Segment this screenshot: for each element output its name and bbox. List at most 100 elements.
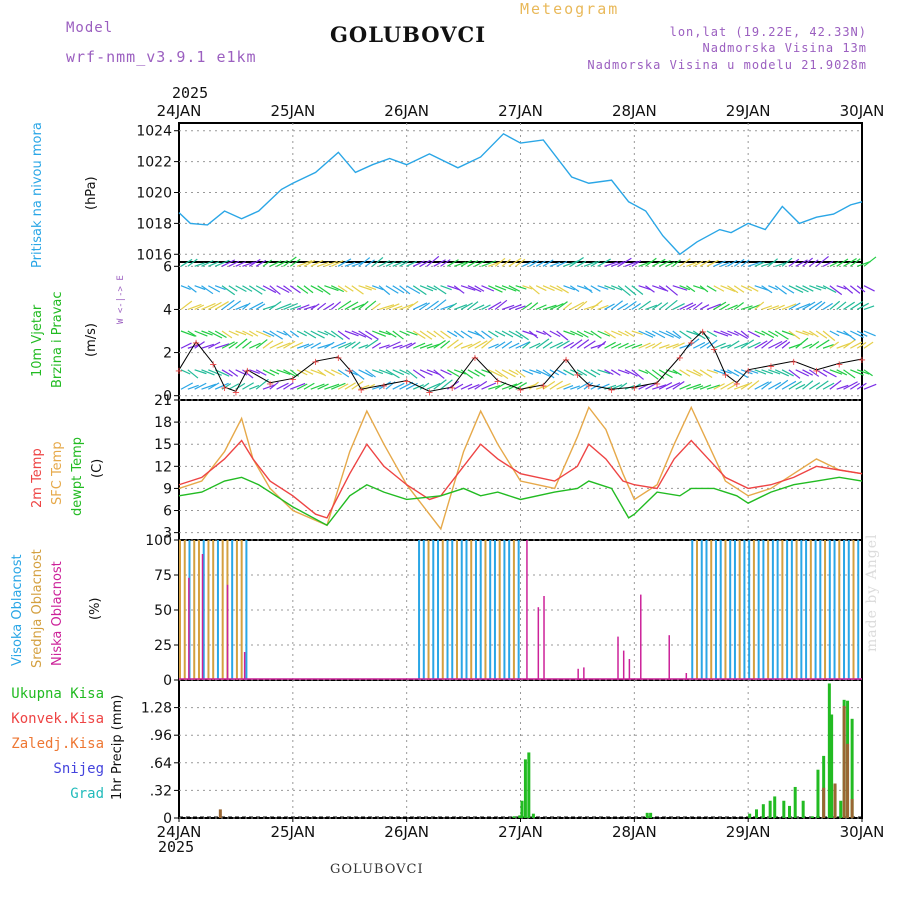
wind-arrow — [269, 301, 282, 310]
wind-arrow — [733, 369, 749, 378]
cloud-bar — [455, 540, 458, 680]
wind-arrow — [795, 259, 808, 267]
wind-arrow — [378, 381, 392, 390]
wind-arrow — [822, 382, 835, 390]
y-tick-label: 1018 — [136, 216, 172, 232]
wind-arrow — [604, 261, 619, 267]
y-tick-label: 100 — [145, 533, 172, 549]
wind-arrow — [556, 340, 570, 349]
dewpt-line — [178, 476, 863, 527]
wind-arrow — [686, 383, 702, 390]
wind-arrow — [788, 258, 800, 267]
wind-arrow — [283, 369, 296, 377]
wind-arrow — [802, 369, 813, 376]
wind-arrow — [344, 382, 356, 390]
wind-arrow — [727, 340, 740, 349]
wind-arrow — [283, 285, 293, 293]
wind-arrow — [501, 285, 517, 292]
wind-arrow — [310, 330, 325, 339]
year-label-top: 2025 — [172, 84, 209, 102]
wind-arrow — [201, 383, 217, 390]
wind-arrow — [208, 330, 223, 339]
wind-arrow — [447, 339, 459, 349]
wind-arrow — [795, 303, 811, 310]
gust-mark: + — [471, 353, 479, 364]
wind-arrows — [180, 255, 877, 390]
wind-arrow — [672, 259, 681, 267]
wind-arrow — [597, 285, 609, 290]
wind-arrow — [795, 383, 806, 390]
wind-arrow — [843, 381, 858, 390]
wind-arrow — [658, 330, 674, 338]
wind-arrow — [727, 304, 738, 310]
y-tick-label: 4 — [163, 302, 172, 318]
wind-arrow — [276, 330, 287, 336]
wind-arrow — [713, 301, 727, 310]
wind-arrow — [850, 369, 864, 376]
wind-arrow — [522, 369, 534, 375]
wind-arrow — [187, 285, 197, 293]
cloud-bar — [508, 540, 511, 680]
wind-arrow — [836, 369, 848, 376]
page-title: GOLUBOVCI — [330, 22, 487, 47]
wind-arrow — [809, 369, 820, 377]
wind-arrow — [610, 300, 624, 310]
wind-arrow — [631, 330, 643, 336]
wind-arrow — [412, 342, 426, 349]
wind-arrow — [604, 330, 616, 339]
wind-arrow — [535, 330, 546, 336]
gust-mark: + — [232, 387, 240, 398]
cloud-bar — [771, 540, 774, 680]
wind-arrow — [494, 299, 508, 310]
wind-arrow — [535, 304, 547, 310]
wind-arrow — [365, 285, 377, 291]
precip-bar — [833, 783, 837, 818]
wind-arrow — [399, 381, 414, 390]
precip-bar — [218, 809, 222, 818]
wind-arrow — [385, 303, 400, 310]
gust-mark: + — [516, 385, 524, 396]
wind-arrow — [317, 261, 330, 267]
gust-mark: + — [687, 338, 695, 349]
wind-arrow — [822, 369, 837, 378]
wind-arrow — [276, 285, 290, 294]
wind-arrow — [590, 300, 603, 310]
wind-arrow — [556, 261, 568, 267]
wind-arrow — [344, 330, 359, 337]
cloud-bar — [738, 540, 741, 680]
wind-arrow — [802, 257, 814, 267]
wind-arrow — [815, 255, 829, 267]
wind-arrow — [365, 339, 379, 349]
wind-arrow — [310, 303, 320, 310]
wind-arrow — [406, 330, 418, 336]
elevation-text: Nadmorska Visina 13m — [702, 41, 867, 55]
cloud-bar — [207, 540, 210, 680]
wind-arrow — [617, 330, 629, 337]
time-label-bottom: 25JAN — [270, 823, 315, 841]
wind-arrow — [849, 285, 861, 294]
wind-arrow — [850, 341, 863, 349]
wind-arrow — [535, 260, 546, 267]
wind-arrow — [358, 344, 369, 349]
y-tick-label: 0 — [163, 389, 172, 405]
wind-arrow — [706, 285, 717, 292]
wind-arrow — [460, 259, 473, 267]
wind-arrow — [351, 303, 365, 310]
wind-arrow — [761, 330, 775, 339]
wind-arrow — [289, 258, 301, 267]
wind-arrow — [242, 369, 254, 379]
precip-bar — [518, 815, 522, 818]
wind-arrow — [180, 382, 194, 390]
wind-arrow — [310, 259, 324, 267]
wind-arrow — [686, 369, 701, 377]
wind-arrow — [330, 330, 344, 340]
wind-arrow — [795, 337, 809, 349]
wind-arrow — [303, 330, 317, 339]
wind-arrow — [781, 380, 797, 390]
wind-arrow — [761, 285, 773, 294]
wind-arrow — [699, 285, 709, 293]
wind-arrow — [406, 369, 418, 379]
wind-arrow — [508, 330, 523, 339]
wind-arrow — [344, 261, 356, 267]
cloud-bar — [805, 540, 808, 680]
